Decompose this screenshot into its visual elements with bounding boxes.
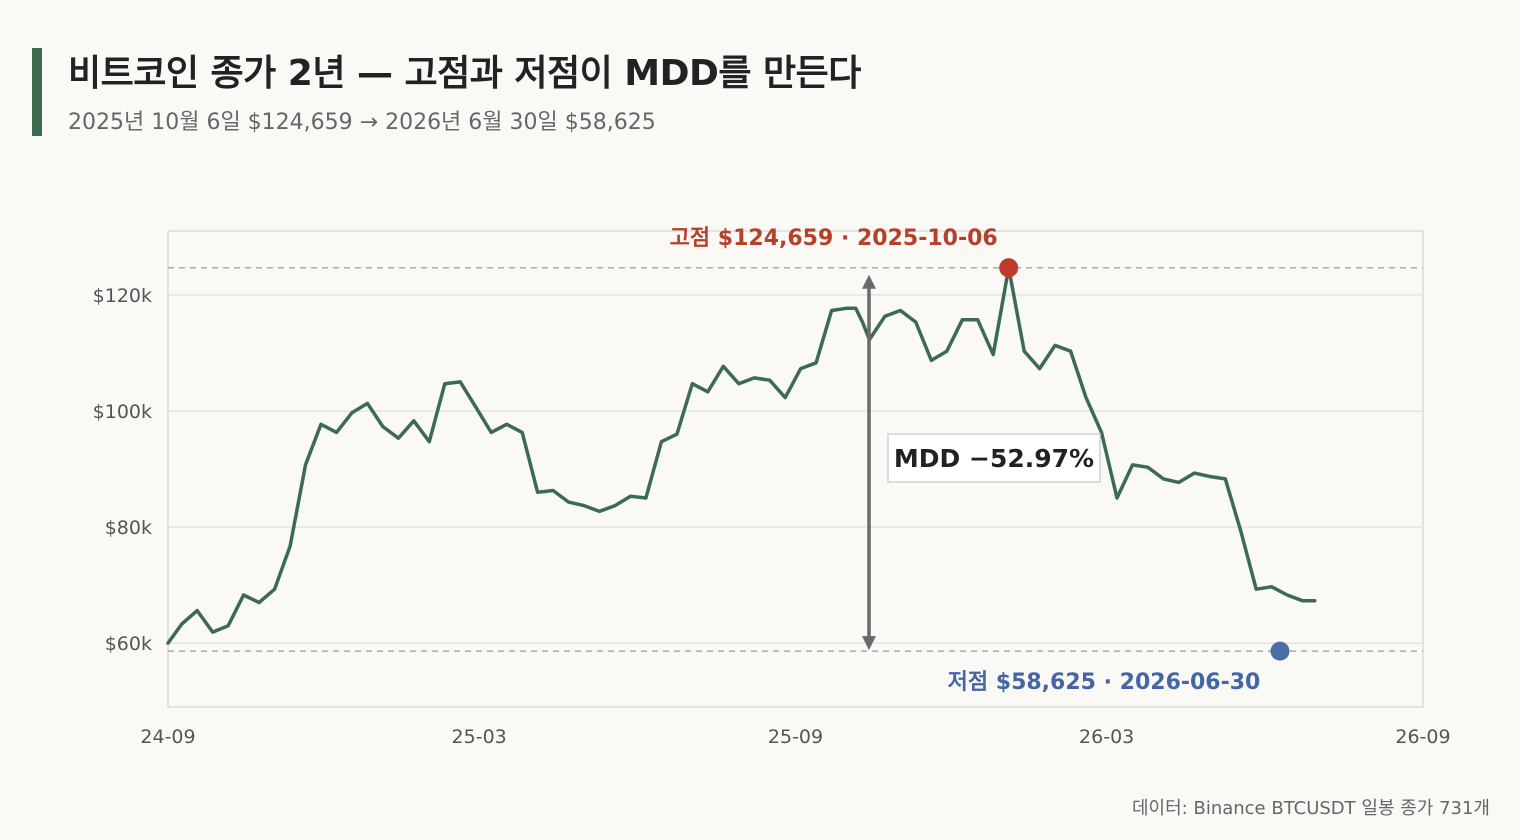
trough-label: 저점 $58,625 · 2026-06-30	[948, 670, 1261, 695]
x-tick-label: 25-03	[452, 726, 507, 748]
page-subtitle: 2025년 10월 6일 $124,659 → 2026년 6월 30일 $58…	[68, 110, 656, 135]
trough-marker	[1270, 641, 1290, 661]
grid-lines	[168, 294, 1423, 644]
x-tick-label: 26-03	[1079, 726, 1134, 748]
y-axis-ticks: $60k $80k $100k $120k	[93, 285, 152, 655]
x-tick-label: 24-09	[140, 726, 195, 748]
page-title: 비트코인 종가 2년 — 고점과 저점이 MDD를 만든다	[68, 53, 861, 94]
x-axis-ticks: 24-09 25-03 25-09 26-03 26-09	[140, 726, 1450, 748]
x-tick-label: 26-09	[1395, 726, 1450, 748]
price-series-line	[166, 266, 1317, 645]
title-accent-bar	[32, 48, 42, 136]
reference-lines	[168, 267, 1423, 652]
y-tick-label: $120k	[93, 285, 152, 307]
y-tick-label: $100k	[93, 401, 152, 423]
mdd-label-box: MDD −52.97%	[887, 433, 1101, 483]
x-tick-label: 25-09	[768, 726, 823, 748]
plot-area	[167, 230, 1424, 708]
data-source-note: 데이터: Binance BTCUSDT 일봉 종가 731개	[1132, 798, 1490, 819]
peak-marker	[999, 258, 1019, 278]
mdd-label: MDD −52.97%	[894, 444, 1094, 473]
peak-label: 고점 $124,659 · 2025-10-06	[670, 226, 998, 251]
y-tick-label: $80k	[105, 517, 152, 539]
y-tick-label: $60k	[105, 633, 152, 655]
